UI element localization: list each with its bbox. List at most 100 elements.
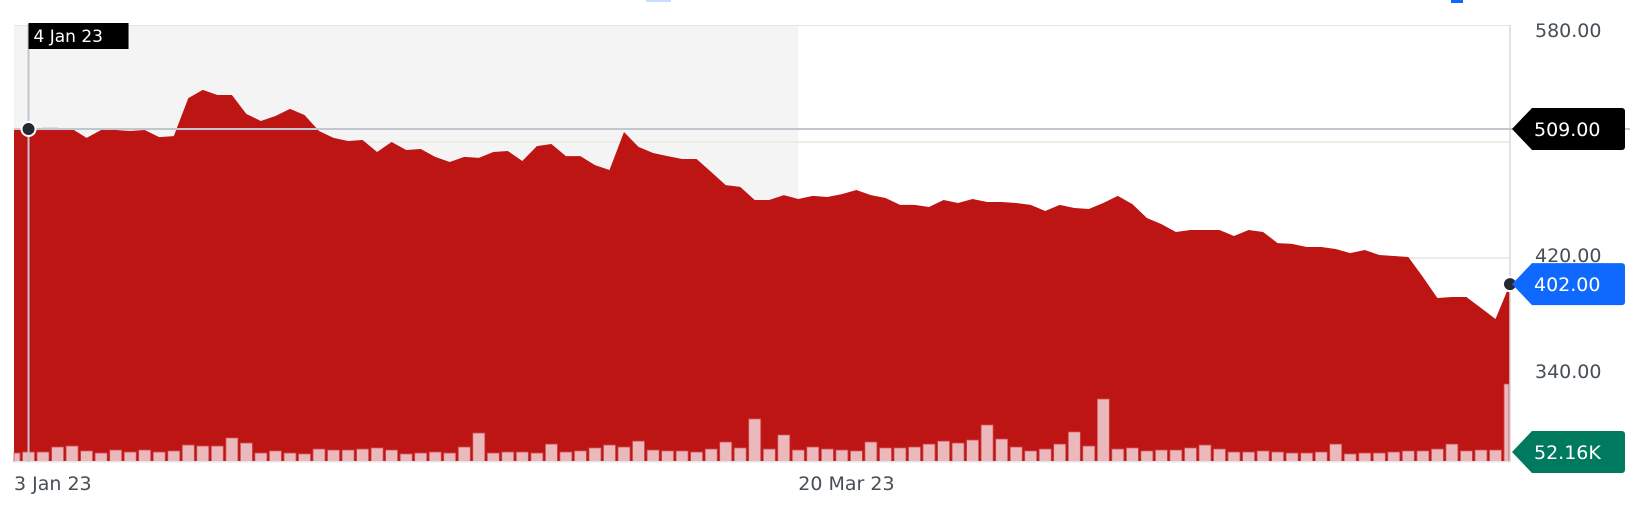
y-tick-label: 580.00 <box>1535 20 1601 42</box>
volume-bar <box>196 445 210 463</box>
volume-bar <box>1416 450 1430 463</box>
volume-bar <box>850 450 863 463</box>
volume-bar <box>1372 452 1386 463</box>
volume-bar <box>1009 446 1023 463</box>
volume-bar <box>574 450 587 463</box>
volume-bar <box>167 450 181 463</box>
volume-bar <box>210 445 224 463</box>
volume-bar <box>341 449 355 463</box>
volume-bar <box>1271 451 1284 463</box>
last-volume-tag: 52.16K <box>1512 431 1625 473</box>
volume-bar <box>13 452 21 463</box>
volume-bar <box>515 451 529 463</box>
volume-bar <box>719 441 733 463</box>
volume-bar <box>864 441 878 463</box>
volume-bar <box>443 452 457 463</box>
volume-bar <box>327 449 340 463</box>
volume-bar <box>457 446 471 463</box>
volume-bar <box>966 439 979 463</box>
volume-bar <box>777 434 791 463</box>
volume-bar <box>690 451 703 463</box>
volume-bar <box>1387 451 1401 463</box>
volume-bar <box>980 424 994 463</box>
last-price-tag: 402.00 <box>1512 263 1625 306</box>
volume-bar <box>239 442 253 463</box>
volume-bar <box>632 440 645 463</box>
volume-bar <box>138 449 152 463</box>
y-tick-label: 340.00 <box>1535 361 1601 383</box>
top-control-fragment-blue[interactable] <box>1451 0 1463 3</box>
volume-bar <box>1198 444 1212 463</box>
volume-bar <box>486 452 500 463</box>
volume-bar <box>1184 447 1197 463</box>
x-tick-label: 3 Jan 23 <box>14 473 92 495</box>
volume-bar <box>1256 450 1270 463</box>
volume-bar <box>1329 443 1343 463</box>
volume-bar <box>399 453 413 463</box>
volume-bar <box>995 438 1009 463</box>
volume-bar <box>283 452 297 463</box>
volume-bar <box>152 451 166 463</box>
volume-bar <box>1227 451 1241 463</box>
hover-date-tag: 4 Jan 23 <box>28 23 129 49</box>
last-price-tag-bg <box>1512 263 1625 306</box>
top-border <box>14 25 1510 26</box>
value-tags: 509.00 402.00 52.16K <box>1512 107 1625 473</box>
volume-bar <box>1067 431 1081 463</box>
volume-bar <box>748 418 762 463</box>
volume-bar <box>661 450 674 463</box>
volume-bar <box>922 443 936 463</box>
volume-bar <box>268 450 282 463</box>
volume-bar <box>1213 448 1226 463</box>
volume-bar <box>733 447 747 463</box>
volume-bar <box>603 444 616 463</box>
volume-bar <box>545 443 558 463</box>
volume-bar <box>806 446 820 463</box>
volume-bar <box>65 445 79 463</box>
volume-bar <box>1169 449 1183 463</box>
volume-bar <box>1489 449 1502 463</box>
volume-bar <box>1082 445 1096 463</box>
volume-bar <box>1053 443 1067 463</box>
x-axis-baseline <box>14 461 1511 463</box>
volume-bar <box>80 450 93 463</box>
volume-bar <box>225 437 239 463</box>
volume-bar <box>675 450 689 463</box>
volume-bar <box>951 442 965 463</box>
last-volume-tag-bg <box>1512 431 1625 473</box>
volume-bar <box>879 447 892 463</box>
volume-bar <box>1460 450 1473 463</box>
volume-bar <box>1358 452 1372 463</box>
top-control-fragment-light[interactable] <box>646 0 671 2</box>
volume-bar <box>94 452 108 463</box>
x-tick-label: 20 Mar 23 <box>798 473 894 495</box>
hover-date-label: 4 Jan 23 <box>34 27 103 47</box>
volume-bar <box>893 447 907 463</box>
hover-price-tag-label: 509.00 <box>1534 119 1600 141</box>
volume-bar <box>559 451 573 463</box>
volume-bar <box>298 453 311 463</box>
hover-price-tag: 509.00 <box>1512 107 1625 150</box>
volume-bar <box>1285 452 1299 463</box>
price-area <box>14 89 1510 463</box>
volume-bar <box>1024 450 1038 463</box>
volume-bar <box>1300 452 1314 463</box>
volume-bar <box>181 444 195 463</box>
x-axis-ticks: 3 Jan 23 20 Mar 23 <box>14 473 895 495</box>
volume-bar <box>704 448 718 463</box>
hover-price-tag-bg <box>1512 107 1625 150</box>
volume-bar <box>109 449 123 463</box>
volume-bar <box>123 451 137 463</box>
volume-bar <box>1474 449 1488 463</box>
volume-bar <box>1140 450 1154 463</box>
volume-bar <box>370 447 384 463</box>
volume-bar <box>1126 447 1139 463</box>
hover-point-marker <box>20 120 37 137</box>
volume-bar <box>791 449 805 463</box>
volume-bar <box>1431 448 1444 463</box>
volume-bar <box>835 449 849 463</box>
volume-bar <box>356 448 370 463</box>
volume-bar <box>1314 451 1328 463</box>
y-axis-ticks: 580.00 420.00 340.00 <box>1535 20 1601 383</box>
